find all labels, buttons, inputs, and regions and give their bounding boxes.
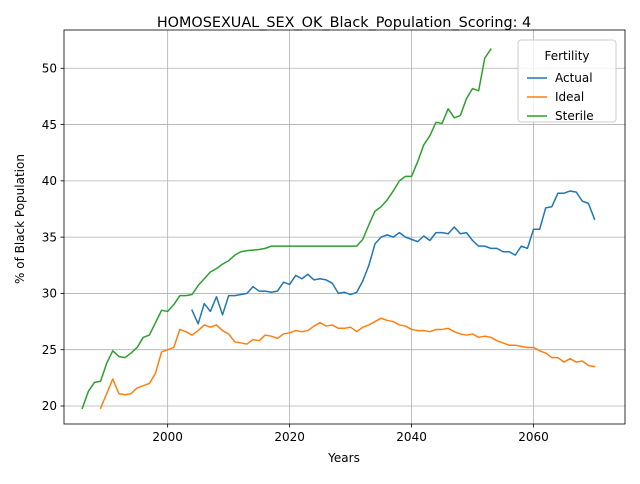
y-tick-label: 40	[42, 174, 57, 188]
y-tick-label: 30	[42, 287, 57, 301]
y-tick-label: 20	[42, 399, 57, 413]
x-axis-label: Years	[327, 451, 360, 465]
ticks: 2000 2020 2040 2060 20 25 30 35 40 45 50	[42, 61, 549, 444]
legend-title: Fertility	[544, 49, 589, 63]
chart-title: HOMOSEXUAL_SEX_OK_Black_Population_Scori…	[157, 15, 531, 31]
series-layer	[81, 48, 596, 410]
x-tick-label: 2040	[396, 430, 427, 444]
series-line-ideal	[99, 317, 596, 410]
y-tick-label: 25	[42, 343, 57, 357]
grid	[64, 30, 625, 424]
y-tick-label: 35	[42, 230, 57, 244]
x-tick-label: 2060	[518, 430, 549, 444]
y-tick-label: 50	[42, 61, 57, 75]
y-axis-label: % of Black Population	[13, 154, 27, 284]
legend: Fertility Actual Ideal Sterile	[517, 39, 617, 123]
legend-label-actual: Actual	[555, 71, 593, 85]
legend-label-ideal: Ideal	[555, 90, 584, 104]
legend-box	[517, 39, 617, 123]
y-tick-label: 45	[42, 118, 57, 132]
plot-frame	[63, 29, 626, 425]
series-line-actual	[191, 190, 596, 325]
x-tick-label: 2020	[274, 430, 305, 444]
series-line-sterile	[81, 48, 492, 410]
x-tick-label: 2000	[152, 430, 183, 444]
legend-items: Actual Ideal Sterile	[527, 71, 594, 123]
legend-label-sterile: Sterile	[555, 109, 594, 123]
